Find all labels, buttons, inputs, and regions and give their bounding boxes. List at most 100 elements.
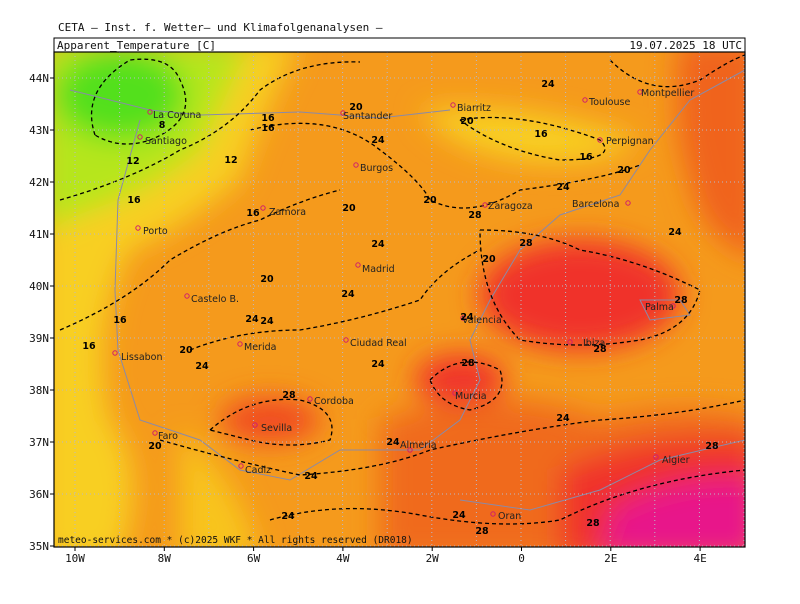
contour-label: 16 [579, 152, 593, 163]
contour-label: 20 [482, 254, 496, 265]
contour-label: 28 [705, 441, 719, 452]
contour-label: 16 [127, 195, 141, 206]
contour-label: 24 [371, 359, 385, 370]
city-label: Zaragoza [488, 201, 533, 212]
lat-label: 35N [29, 540, 49, 553]
contour-label: 28 [593, 344, 607, 355]
contour-label: 24 [452, 510, 466, 521]
city-marker [353, 162, 359, 168]
contour-label: 24 [195, 361, 209, 372]
contour-label: 24 [260, 316, 274, 327]
lon-label: 0 [518, 552, 525, 565]
city-marker [340, 110, 346, 116]
city-label: Murcia [455, 391, 487, 402]
contour-label: 12 [126, 156, 139, 167]
contour-label: 24 [556, 413, 570, 424]
city-label: Sevilla [261, 423, 292, 434]
contour-label: 24 [386, 437, 400, 448]
contour-label: 20 [179, 345, 193, 356]
coastline [69, 69, 745, 481]
contour-label: 20 [148, 441, 162, 452]
city-label: Biarritz [457, 103, 491, 114]
contour-label: 28 [468, 210, 482, 221]
contour-label: 20 [423, 195, 437, 206]
contour-label: 24 [371, 239, 385, 250]
lon-label: 10W [65, 552, 85, 565]
city-marker [343, 337, 349, 343]
contour-label: 24 [668, 227, 682, 238]
city-marker [147, 109, 153, 115]
lon-label: 8W [158, 552, 172, 565]
lat-label: 37N [29, 436, 49, 449]
city-label: Castelo B. [191, 294, 239, 305]
institute-title: CETA — Inst. f. Wetter— und Klimafolgena… [58, 21, 383, 34]
contour-label: 28 [282, 390, 296, 401]
city-marker [460, 315, 466, 321]
contour-label: 24 [541, 79, 555, 90]
city-label: Toulouse [588, 97, 630, 108]
contour-label: 28 [475, 526, 489, 537]
city-label: Algier [662, 455, 690, 466]
city-marker [112, 350, 118, 356]
lon-label: 2W [426, 552, 440, 565]
city-label: Faro [158, 431, 178, 442]
city-marker [452, 390, 458, 396]
city-marker [597, 137, 603, 143]
city-marker [238, 463, 244, 469]
copyright-footer: meteo-services.com * (c)2025 WKF * All r… [58, 535, 413, 546]
contour-label: 16 [261, 123, 275, 134]
lat-label: 38N [29, 384, 49, 397]
city-marker [670, 303, 676, 309]
city-marker [407, 447, 413, 453]
city-label: Porto [143, 226, 168, 237]
contour-label: 24 [281, 511, 295, 522]
city-label: Zamora [269, 207, 306, 218]
contour-label: 16 [82, 341, 96, 352]
lat-label: 41N [29, 228, 49, 241]
city-marker [582, 97, 588, 103]
city-marker [450, 102, 456, 108]
contour-label: 16 [113, 315, 127, 326]
contour-label: 20 [617, 165, 631, 176]
city-label: Ibiza [583, 338, 605, 349]
contour-label: 24 [371, 135, 385, 146]
contour-label: 28 [674, 295, 688, 306]
valid-time: 19.07.2025 18 UTC [629, 39, 742, 52]
city-label: Oran [498, 511, 521, 522]
lon-label: 2E [604, 552, 617, 565]
city-label: Perpignan [606, 136, 654, 147]
contour-label: 28 [519, 238, 533, 249]
contour-label: 20 [260, 274, 274, 285]
city-marker [137, 134, 143, 140]
city-label: Madrid [362, 264, 395, 275]
contour-label: 28 [586, 518, 600, 529]
city-label: La Coruna [153, 110, 201, 121]
city-label: Valencia [462, 315, 502, 326]
city-marker [490, 511, 496, 517]
city-marker [482, 202, 488, 208]
contour-label: 24 [245, 314, 259, 325]
city-marker [567, 339, 573, 345]
contour-label: 16 [534, 129, 548, 140]
city-marker [237, 341, 243, 347]
temperature-field [54, 52, 745, 547]
contour-label: 16 [261, 113, 275, 124]
lon-label: 6W [247, 552, 261, 565]
contour-label: 24 [341, 289, 355, 300]
field-name: Apparent_Temperature [C] [57, 39, 216, 52]
lat-label: 43N [29, 124, 49, 137]
lat-label: 44N [29, 72, 49, 85]
city-label: Merida [244, 342, 276, 353]
city-marker [625, 200, 631, 206]
contour-label: 24 [556, 182, 570, 193]
contour-label: 8 [159, 120, 166, 131]
city-label: Lissabon [121, 352, 163, 363]
contour-label: 20 [460, 116, 474, 127]
lat-label: 40N [29, 280, 49, 293]
city-label: Almeria [400, 440, 437, 451]
city-label: Burgos [360, 163, 393, 174]
city-label: Santiago [145, 136, 187, 147]
city-label: Montpellier [641, 88, 694, 99]
